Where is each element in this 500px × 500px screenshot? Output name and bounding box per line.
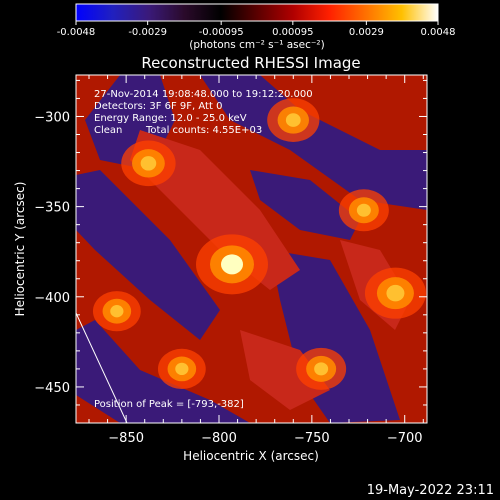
plot-frame <box>75 74 428 424</box>
colorbar-unit-label: (photons cm⁻² s⁻¹ asec⁻²) <box>189 39 324 51</box>
bright-spot <box>364 267 426 319</box>
colorbar-tick-label: -0.0048 <box>57 27 96 38</box>
x-axis-ticks: −850 −800 −750 −700 <box>88 75 424 446</box>
colorbar-ticks: -0.0048 -0.0029 -0.00095 0.00095 0.0029 0.004… <box>57 21 456 38</box>
annotation-detectors: Detectors: 3F 6F 9F, Att 0 <box>94 101 222 112</box>
y-tick-label: −300 <box>34 110 70 125</box>
limb-line <box>76 312 128 423</box>
y-tick-label: −450 <box>34 381 70 396</box>
x-tick-label: −800 <box>201 431 237 446</box>
heatmap-feature <box>250 170 360 240</box>
annotation-energy: Energy Range: 12.0 - 25.0 keV <box>94 113 247 124</box>
annotation-block: 27-Nov-2014 19:08:48.000 to 19:12:20.000… <box>94 89 313 410</box>
bright-spot-core <box>285 113 301 127</box>
bright-spot-core <box>314 362 329 376</box>
annotation-time-range: 27-Nov-2014 19:08:48.000 to 19:12:20.000 <box>94 89 313 100</box>
bright-spot <box>157 348 206 390</box>
bright-spot-core <box>356 203 371 217</box>
colorbar-tick-label: 0.0048 <box>421 27 456 38</box>
x-tick-label: −700 <box>387 431 423 446</box>
chart-title: Reconstructed RHESSI Image <box>141 54 360 72</box>
bright-spot-core <box>140 156 157 171</box>
footer-date: 19-May-2022 23:11 <box>367 483 494 498</box>
heatmap-image <box>76 75 427 423</box>
bright-spot <box>196 234 268 295</box>
colorbar-tick-label: -0.0029 <box>128 27 167 38</box>
heatmap-feature <box>76 320 250 423</box>
bright-spot-core <box>386 284 405 302</box>
bright-spots <box>92 98 426 390</box>
annotation-method: Clean <box>94 125 122 136</box>
bright-spot-core <box>175 362 189 376</box>
heatmap-feature <box>240 330 330 410</box>
bright-spot <box>296 347 347 390</box>
bright-spot <box>92 291 141 332</box>
colorbar-gradient <box>75 3 439 22</box>
colorbar-tick-label: 0.00095 <box>272 27 313 38</box>
heatmap-feature <box>200 75 427 210</box>
colorbar-tick-label: -0.00095 <box>199 27 244 38</box>
x-tick-label: −850 <box>108 431 144 446</box>
y-axis-ticks: −300 −350 −400 −450 <box>34 79 427 406</box>
colorbar: -0.0048 -0.0029 -0.00095 0.00095 0.0029 0.004… <box>57 3 456 51</box>
annotation-counts: Total counts: 4.55E+03 <box>145 125 262 136</box>
annotation-peak-position: Position of Peak = [-793,-382] <box>94 399 244 410</box>
bright-spot <box>338 189 389 232</box>
bright-spot-core <box>110 305 124 318</box>
x-tick-label: −750 <box>294 431 330 446</box>
y-tick-label: −400 <box>34 291 70 306</box>
bright-spot-core <box>221 254 243 275</box>
x-axis-label: Heliocentric X (arcsec) <box>183 449 319 463</box>
y-axis-label: Heliocentric Y (arcsec) <box>13 182 27 317</box>
bright-spot <box>121 140 176 187</box>
y-tick-label: −350 <box>34 201 70 216</box>
bright-spot <box>267 98 320 142</box>
heatmap-feature <box>76 170 220 340</box>
colorbar-tick-label: 0.0029 <box>349 27 384 38</box>
